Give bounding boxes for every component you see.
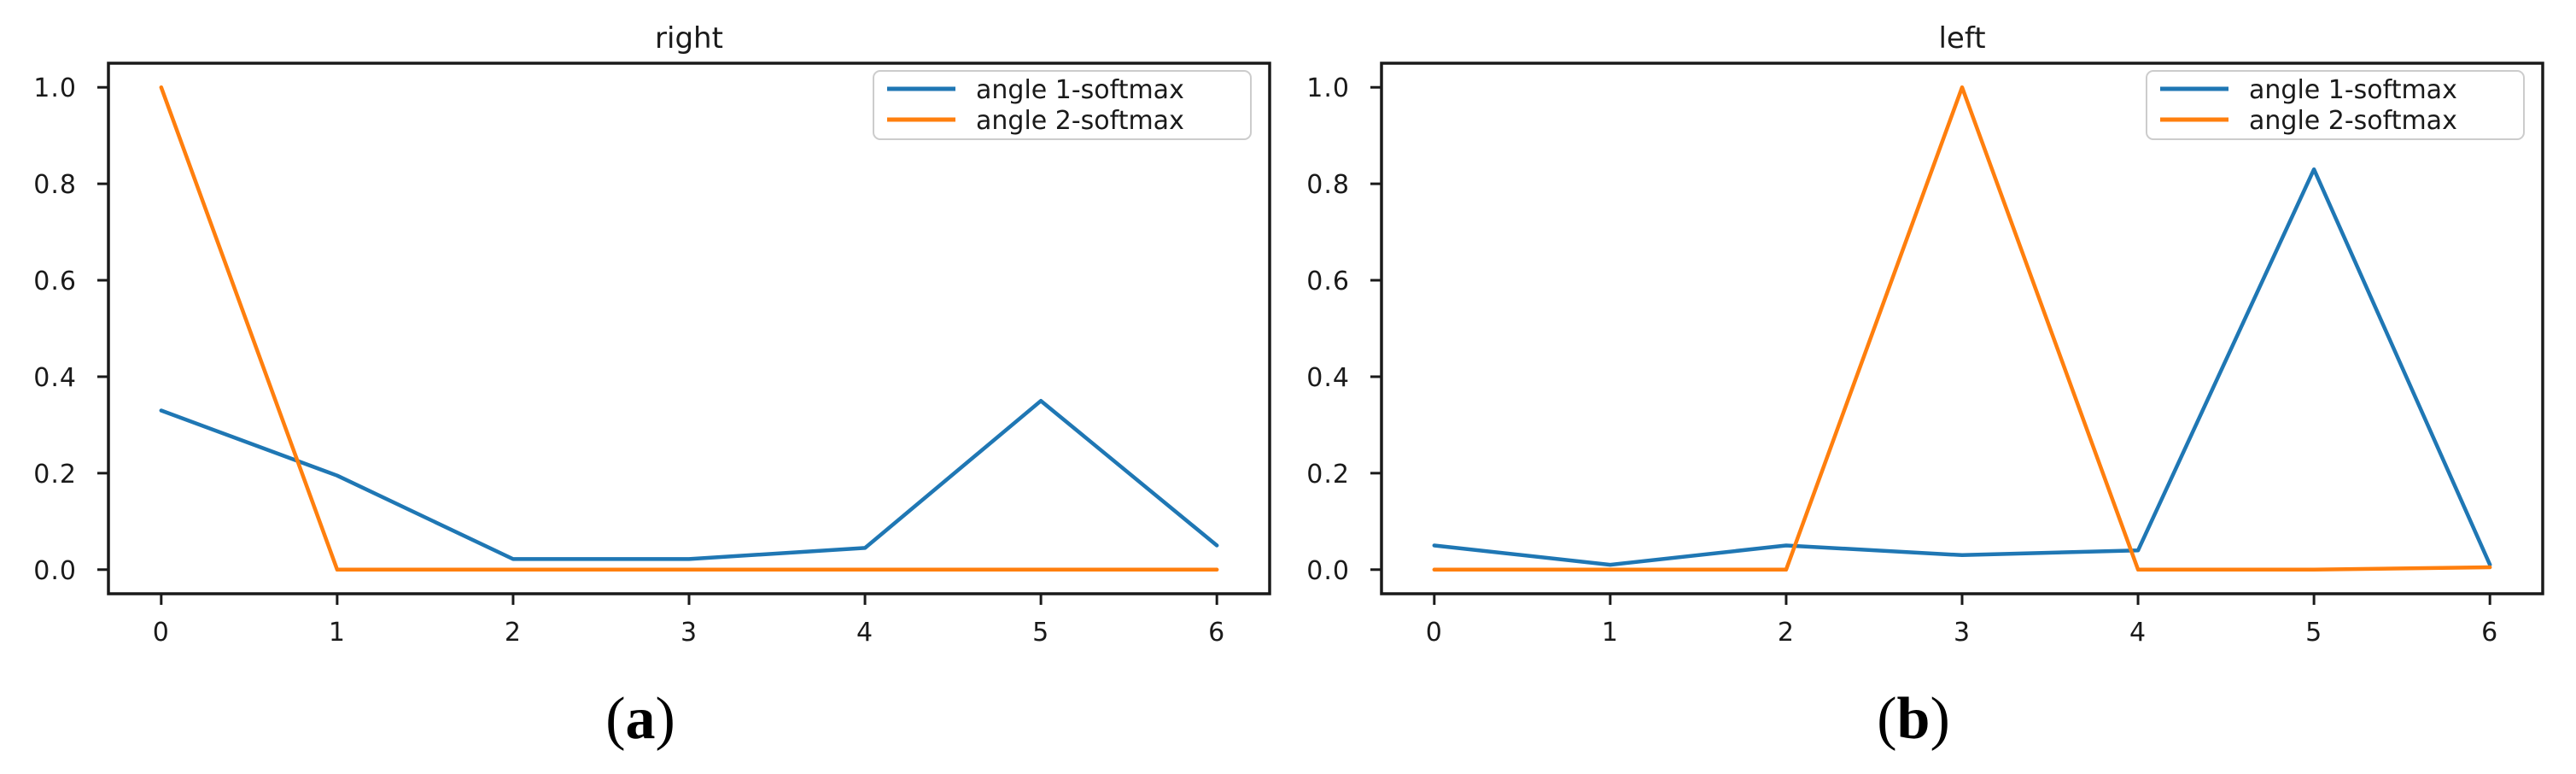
axes-frame [1380,62,2544,595]
x-tick-label: 4 [856,618,873,648]
series-line-angle-2-softmax [1432,85,2492,572]
x-tick-label: 1 [1602,618,1619,648]
x-tick-label: 6 [1208,618,1225,648]
subplot-a-series [159,85,1219,572]
y-tick-label: 0.0 [33,556,77,586]
x-tick-label: 0 [1426,618,1443,648]
y-tick-label: 0.8 [1306,170,1350,200]
subplot-b-title: left [1938,21,1985,56]
subplot-a-legend: angle 1-softmax angle 2-softmax [873,70,1252,140]
x-tick-label: 1 [329,618,346,648]
subplot-b-axes: 0 1 2 3 4 5 6 0.0 0.2 0.4 0.6 0.8 1.0 [1306,62,2544,648]
x-tick-label: 2 [1778,618,1795,648]
y-tick-label: 0.6 [33,267,77,296]
x-tick-label: 2 [505,618,522,648]
x-tick-label: 4 [2129,618,2147,648]
x-tick-label: 0 [153,618,170,648]
x-tick-label: 3 [681,618,698,648]
y-tick-label: 1.0 [1306,73,1350,103]
series-line-angle-1-softmax [159,398,1219,561]
y-tick-label: 0.6 [1306,267,1350,296]
legend-label-angle-1-softmax: angle 1-softmax [2249,75,2457,105]
x-tick-label: 6 [2481,618,2498,648]
legend-label-angle-2-softmax: angle 2-softmax [976,106,1184,136]
subplot-b: left 0 1 2 3 4 5 6 0.0 0.2 0.4 0.6 0.8 1.0 angle 1-s… [1306,21,2544,752]
y-tick-label: 0.0 [1306,556,1350,586]
subplot-b-legend: angle 1-softmax angle 2-softmax [2146,70,2525,140]
x-tick-label: 5 [1032,618,1049,648]
y-tick-label: 1.0 [33,73,77,103]
legend-label-angle-2-softmax: angle 2-softmax [2249,106,2457,136]
subplot-a-axes: 0 1 2 3 4 5 6 0.0 0.2 0.4 0.6 0.8 1.0 [33,62,1271,648]
series-line-angle-2-softmax [159,85,1219,572]
subplot-a-caption: (a) [605,686,675,752]
x-tick-label: 5 [2305,618,2322,648]
subplot-b-series [1432,85,2492,572]
legend-frame [873,70,1252,140]
y-tick-label: 0.2 [1306,460,1350,490]
y-tick-label: 0.2 [33,460,77,490]
subplot-b-caption: (b) [1877,686,1950,752]
y-tick-label: 0.4 [33,363,77,393]
legend-label-angle-1-softmax: angle 1-softmax [976,75,1184,105]
series-line-angle-1-softmax [1432,167,2492,567]
subplot-a: right 0 1 2 3 4 5 6 0.0 0.2 0.4 0.6 0.8 1.0 angle 1-… [33,21,1271,752]
subplot-a-title: right [655,21,723,56]
legend-frame [2146,70,2525,140]
y-tick-label: 0.8 [33,170,77,200]
y-tick-label: 0.4 [1306,363,1350,393]
axes-frame [107,62,1271,595]
x-tick-label: 3 [1954,618,1971,648]
